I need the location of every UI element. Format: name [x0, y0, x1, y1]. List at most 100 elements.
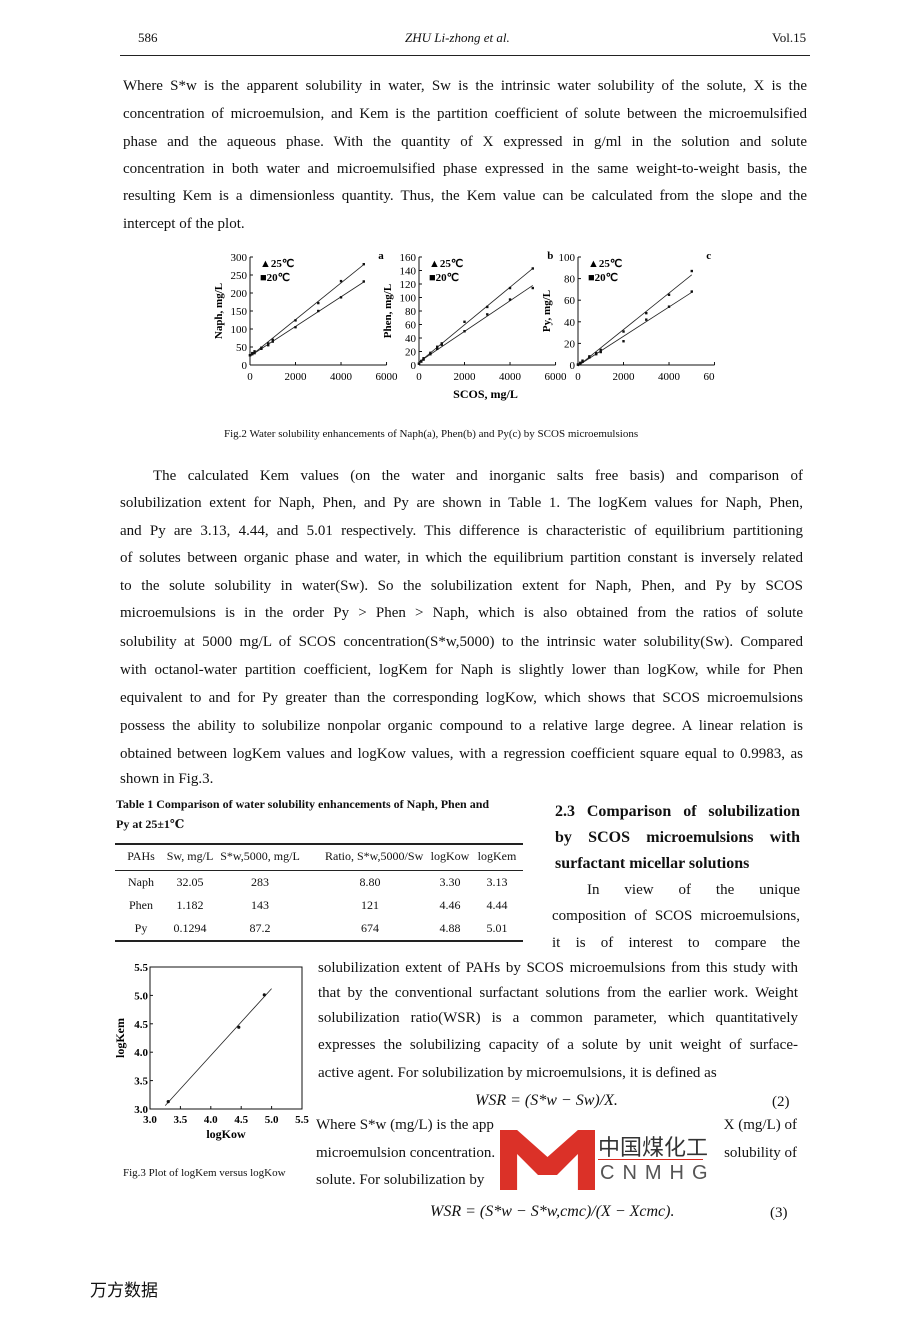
- data-point: [253, 351, 256, 355]
- data-point: [486, 313, 489, 316]
- table-header-cell: logKem: [477, 849, 517, 863]
- data-point: [599, 348, 602, 352]
- text-fragment: X (mg/L) of: [723, 1117, 797, 1133]
- table-rule: [115, 870, 523, 871]
- x-tick-label: 2000: [285, 371, 308, 383]
- data-point: [645, 318, 648, 321]
- plot-frame: [149, 966, 303, 1110]
- fit-line: [577, 274, 693, 367]
- data-point: [508, 298, 512, 301]
- y-tick-label: 0: [570, 360, 576, 372]
- x-axis-label: SCOS, mg/L: [453, 387, 518, 401]
- data-point: [262, 993, 266, 997]
- watermark-rule: [598, 1159, 703, 1160]
- y-axis-label: Py, mg/L: [541, 290, 553, 332]
- data-point: [422, 357, 425, 360]
- legend-entry: ▲25℃: [588, 258, 622, 270]
- data-point: [622, 330, 625, 333]
- data-point: [267, 344, 270, 347]
- x-tick-label: 0: [416, 371, 422, 383]
- data-point: [690, 269, 693, 273]
- x-tick-label: 5.5: [295, 1114, 309, 1126]
- text-fragment: solubility of: [724, 1145, 797, 1161]
- text-line: of solutes between organic phase and wat…: [120, 550, 803, 566]
- y-axis-label: logKem: [113, 1018, 127, 1058]
- data-point: [599, 350, 602, 354]
- text-line: and Py are 3.13, 4.44, and 5.01 respecti…: [120, 523, 803, 539]
- data-point: [253, 350, 256, 353]
- table-cell: 32.05: [176, 875, 204, 889]
- data-point: [579, 362, 582, 365]
- text-line: In view of the unique: [587, 882, 800, 898]
- data-point: [531, 286, 534, 290]
- table-cell: 0.1294: [173, 921, 207, 935]
- text-line: solubilization ratio(WSR) is a common pa…: [318, 1010, 798, 1026]
- text-line: concentration of microemulsion, and Kem …: [123, 106, 807, 122]
- header-rule: [120, 55, 810, 56]
- y-axis-label: Naph, mg/L: [213, 283, 225, 339]
- table-cell: 8.80: [359, 875, 381, 889]
- table-header-cell: Ratio, S*w,5000/Sw: [325, 849, 424, 863]
- x-tick-label: 0: [575, 371, 581, 383]
- x-tick-label: 3.0: [143, 1114, 157, 1126]
- data-point: [429, 351, 432, 355]
- table-header-cell: logKow: [430, 849, 470, 863]
- fig2-caption: Fig.2 Water solubility enhancements of N…: [224, 428, 639, 440]
- table-1: PAHs Sw, mg/L S*w,5000, mg/L Ratio, S*w,500…: [115, 843, 523, 943]
- table-cell: 87.2: [249, 921, 271, 935]
- x-tick-label: 2000: [454, 371, 477, 383]
- fit-line: [249, 264, 365, 357]
- y-tick-label: 0: [411, 360, 417, 372]
- text-line: composition of SCOS microemulsions,: [552, 908, 800, 924]
- section-heading-line: 2.3 Comparison of solubilization: [555, 803, 800, 820]
- equation-2: WSR = (S*w − Sw)/X.: [475, 1092, 618, 1109]
- data-point: [690, 290, 693, 293]
- y-tick-label: 40: [564, 317, 576, 329]
- data-point: [317, 309, 320, 313]
- y-tick-label: 250: [231, 270, 248, 282]
- table1-caption-line1: Table 1 Comparison of water solubility e…: [116, 797, 490, 811]
- table-cell: 5.01: [486, 921, 508, 935]
- data-point: [588, 356, 591, 359]
- y-tick-label: 60: [564, 295, 576, 307]
- data-point: [420, 360, 423, 363]
- table-rule: [115, 843, 523, 845]
- footer-source: 万方数据: [90, 1281, 158, 1301]
- panel-label: b: [547, 250, 553, 262]
- data-point: [166, 1100, 170, 1104]
- data-point: [576, 363, 580, 366]
- table-cell: 3.13: [486, 875, 508, 889]
- y-tick-label: 200: [231, 288, 248, 300]
- text-line: active agent. For solubilization by micr…: [318, 1065, 717, 1081]
- y-axis-label: Phen, mg/L: [382, 284, 394, 338]
- y-tick-label: 50: [236, 342, 248, 354]
- data-point: [508, 286, 512, 290]
- data-point: [531, 267, 534, 270]
- page-number: 586: [138, 30, 158, 45]
- y-tick-label: 100: [559, 252, 576, 264]
- data-point: [429, 353, 432, 356]
- text-fragment: solute. For solubilization by: [316, 1172, 485, 1188]
- panel-label: c: [706, 250, 711, 262]
- table-rule: [115, 940, 523, 942]
- text-line: Where S*w is the apparent solubility in …: [123, 78, 807, 94]
- data-point: [362, 280, 365, 283]
- text-line: The calculated Kem values (on the water …: [153, 468, 803, 484]
- volume: Vol.15: [772, 30, 807, 45]
- table-cell: Naph: [128, 875, 154, 889]
- data-point: [248, 354, 252, 357]
- data-point: [667, 293, 671, 296]
- table-cell: 283: [251, 875, 269, 889]
- data-point: [271, 340, 274, 343]
- legend-entry: ▲25℃: [429, 258, 463, 270]
- fig3-caption: Fig.3 Plot of logKem versus logKow: [123, 1167, 286, 1179]
- data-point: [463, 330, 466, 333]
- text-line: shown in Fig.3.: [120, 771, 214, 787]
- watermark-logo: 中国煤化工 CNMHG: [500, 1130, 710, 1190]
- table-header-cell: PAHs: [127, 849, 155, 863]
- y-tick-label: 300: [231, 252, 248, 264]
- y-tick-label: 20: [564, 338, 576, 350]
- data-point: [581, 360, 584, 363]
- y-tick-label: 120: [400, 279, 417, 291]
- table-header-cell: Sw, mg/L: [166, 849, 214, 863]
